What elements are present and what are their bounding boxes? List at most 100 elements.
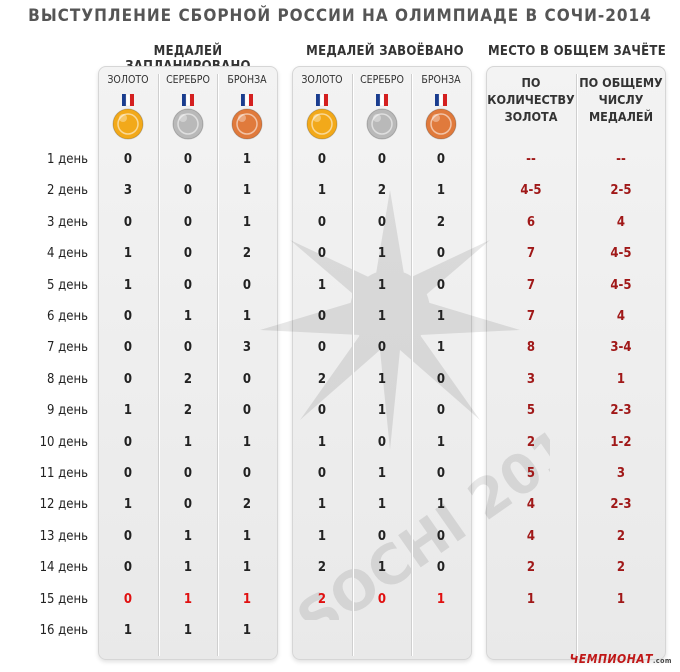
won-gold-cell: 1	[317, 277, 327, 293]
won-silver-cell: 0	[377, 434, 387, 450]
won-bronze-cell: 0	[436, 560, 446, 576]
planned-gold-cell: 3	[123, 183, 133, 199]
planned-gold-cell: 1	[123, 623, 133, 638]
won-gold-cell: 0	[317, 309, 327, 324]
standing-by-total-cell: 1-2	[610, 434, 632, 450]
planned-gold-cell: 0	[123, 434, 133, 450]
planned-bronze-cell: 1	[242, 560, 252, 576]
medal-header-gold: ЗОЛОТО	[107, 74, 149, 86]
standing-by-total-cell: 3-4	[610, 340, 632, 356]
won-silver-cell: 0	[377, 528, 387, 544]
won-bronze-cell: 0	[436, 371, 446, 387]
standing-by-total-cell: 2-5	[610, 183, 632, 199]
won-bronze-cell: 1	[436, 497, 446, 513]
won-silver-cell: 0	[377, 152, 387, 167]
standing-by-gold-cell: 3	[526, 371, 536, 387]
won-silver-cell: 0	[377, 214, 387, 230]
planned-gold-cell: 0	[123, 152, 133, 167]
standing-by-gold-cell: 5	[526, 403, 536, 419]
column-separator	[158, 74, 159, 656]
planned-bronze-cell: 2	[242, 497, 252, 513]
day-label: 8 день	[47, 371, 88, 387]
won-silver-cell: 0	[377, 340, 387, 356]
planned-bronze-cell: 3	[242, 340, 252, 356]
medal-header-gold: ЗОЛОТО	[301, 74, 343, 86]
standing-by-gold-cell: 7	[526, 277, 536, 293]
won-gold-cell: 0	[317, 152, 327, 167]
won-gold-cell: 0	[317, 340, 327, 356]
column-separator	[217, 74, 218, 656]
won-bronze-cell: 1	[436, 183, 446, 199]
planned-gold-cell: 0	[123, 340, 133, 356]
standing-header-by-gold: ПО КОЛИЧЕСТВУ ЗОЛОТА	[487, 75, 575, 124]
silver-medal-icon	[172, 94, 204, 140]
won-bronze-cell: 0	[436, 152, 446, 167]
day-label: 10 день	[39, 434, 88, 450]
planned-silver-cell: 0	[183, 497, 193, 513]
won-silver-cell: 2	[377, 183, 387, 199]
standing-by-total-cell: 2-3	[610, 403, 632, 419]
planned-gold-cell: 0	[123, 466, 133, 481]
standing-by-total-cell: 3	[616, 466, 626, 481]
day-label: 15 день	[39, 591, 88, 607]
planned-silver-cell: 0	[183, 183, 193, 199]
won-bronze-cell: 0	[436, 466, 446, 481]
won-silver-cell: 1	[377, 560, 387, 576]
standing-by-total-cell: --	[616, 152, 626, 167]
won-gold-cell: 2	[317, 560, 327, 576]
planned-silver-cell: 2	[183, 371, 193, 387]
planned-gold-cell: 1	[123, 497, 133, 513]
medal-header-silver: СЕРЕБРО	[166, 74, 210, 86]
planned-bronze-cell: 1	[242, 183, 252, 199]
planned-gold-cell: 1	[123, 277, 133, 293]
planned-silver-cell: 0	[183, 246, 193, 262]
planned-gold-cell: 0	[123, 309, 133, 324]
won-bronze-cell: 0	[436, 403, 446, 419]
planned-silver-cell: 0	[183, 214, 193, 230]
planned-bronze-cell: 0	[242, 403, 252, 419]
won-bronze-cell: 1	[436, 434, 446, 450]
standing-by-gold-cell: 7	[526, 309, 536, 324]
standing-by-total-cell: 1	[616, 591, 626, 607]
day-label: 16 день	[39, 623, 88, 638]
planned-silver-cell: 0	[183, 152, 193, 167]
day-label: 7 день	[47, 340, 88, 356]
page-title: ВЫСТУПЛЕНИЕ СБОРНОЙ РОССИИ НА ОЛИМПИАДЕ …	[28, 6, 652, 26]
standing-by-total-cell: 4-5	[610, 246, 632, 262]
standing-by-total-cell: 2	[616, 560, 626, 576]
planned-silver-cell: 1	[183, 528, 193, 544]
standing-by-gold-cell: 2	[526, 434, 536, 450]
won-silver-cell: 1	[377, 497, 387, 513]
planned-bronze-cell: 0	[242, 371, 252, 387]
standing-by-gold-cell: 4	[526, 528, 536, 544]
planned-bronze-cell: 1	[242, 623, 252, 638]
gold-medal-icon	[306, 94, 338, 140]
won-gold-cell: 2	[317, 591, 327, 607]
planned-silver-cell: 1	[183, 591, 193, 607]
standing-by-gold-cell: 1	[526, 591, 536, 607]
day-label: 9 день	[47, 403, 88, 419]
won-silver-cell: 1	[377, 246, 387, 262]
won-bronze-cell: 1	[436, 340, 446, 356]
won-gold-cell: 0	[317, 466, 327, 481]
planned-silver-cell: 0	[183, 277, 193, 293]
planned-gold-cell: 1	[123, 246, 133, 262]
planned-bronze-cell: 0	[242, 277, 252, 293]
won-gold-cell: 2	[317, 371, 327, 387]
planned-silver-cell: 1	[183, 309, 193, 324]
standing-by-total-cell: 4	[616, 214, 626, 230]
won-gold-cell: 0	[317, 246, 327, 262]
planned-silver-cell: 1	[183, 623, 193, 638]
planned-bronze-cell: 1	[242, 309, 252, 324]
bronze-medal-icon	[425, 94, 457, 140]
won-silver-cell: 1	[377, 309, 387, 324]
medal-header-bronze: БРОНЗА	[227, 74, 267, 86]
won-gold-cell: 1	[317, 183, 327, 199]
column-separator	[576, 74, 577, 656]
won-bronze-cell: 0	[436, 277, 446, 293]
won-gold-cell: 0	[317, 403, 327, 419]
planned-bronze-cell: 1	[242, 214, 252, 230]
planned-silver-cell: 0	[183, 466, 193, 481]
planned-gold-cell: 0	[123, 214, 133, 230]
